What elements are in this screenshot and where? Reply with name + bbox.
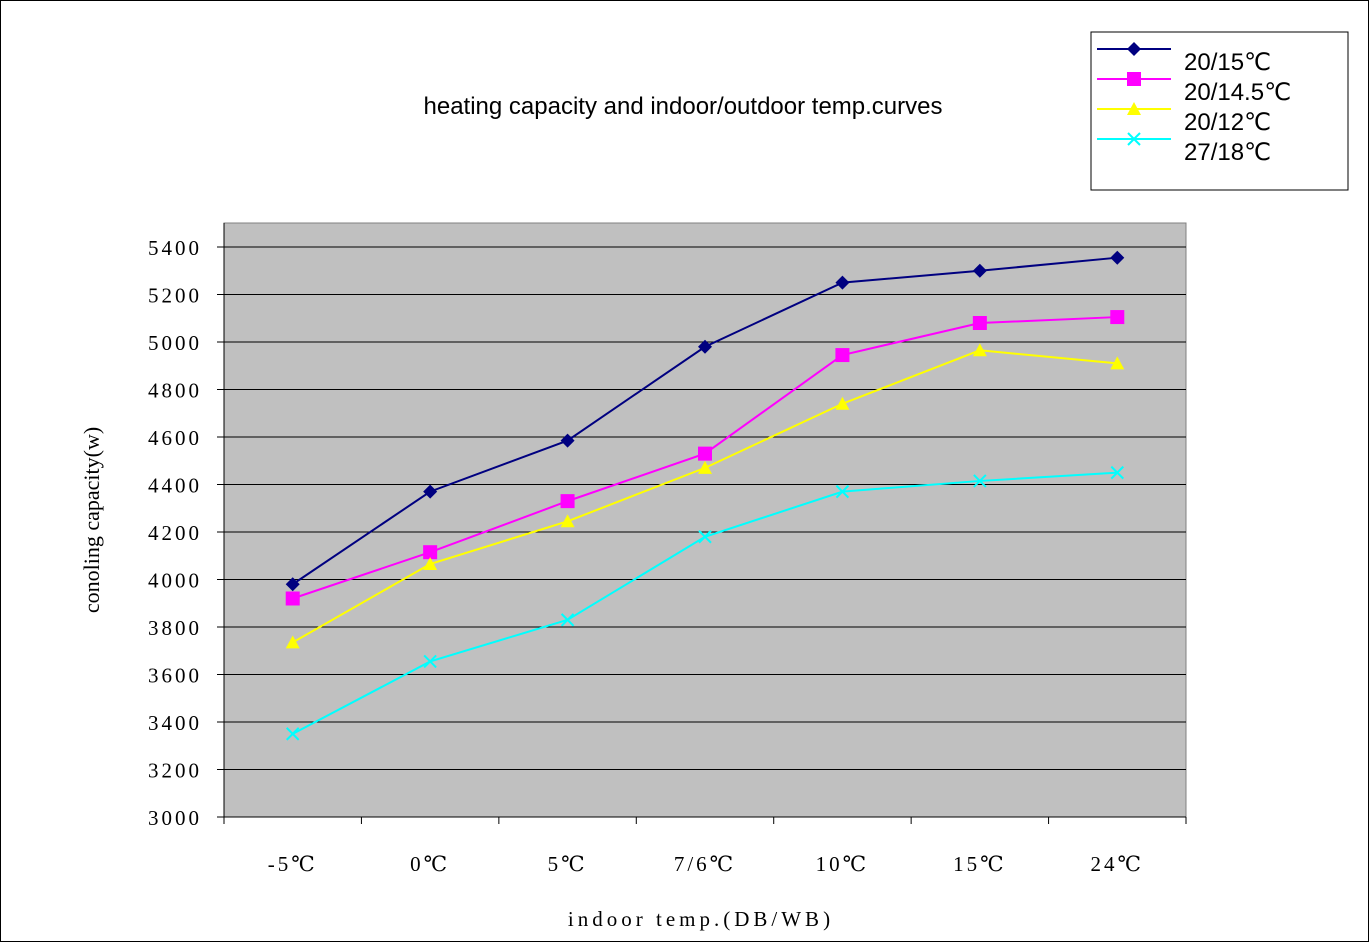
chart-title: heating capacity and indoor/outdoor temp… (424, 93, 943, 120)
series-1 (285, 250, 1125, 592)
x-tick-label: 7/6℃ (674, 852, 736, 876)
point-marker (423, 545, 438, 560)
marker-stroke (698, 530, 712, 544)
point-marker (972, 343, 987, 357)
legend-item: 20/14.5℃ (1097, 72, 1291, 106)
legend-item: 20/12℃ (1097, 102, 1271, 136)
y-tick-label: 4200 (148, 521, 202, 545)
x-tick-label: 10℃ (816, 852, 870, 876)
y-tick-label: 4400 (148, 474, 202, 498)
legend-label: 20/12℃ (1184, 109, 1271, 136)
series-2 (285, 310, 1125, 606)
point-marker (1110, 356, 1125, 370)
point-marker (1110, 250, 1125, 265)
x-tick-label: 24℃ (1091, 852, 1145, 876)
marker-stroke (1127, 132, 1141, 146)
point-marker (423, 484, 438, 499)
x-tick-label: 15℃ (953, 852, 1007, 876)
point-marker (835, 484, 850, 499)
y-tick-label: 3600 (148, 664, 202, 688)
point-marker (973, 474, 987, 488)
y-tick-label: 5400 (148, 236, 202, 260)
point-marker (1127, 72, 1141, 86)
axes (217, 223, 1187, 824)
point-marker (972, 316, 987, 330)
y-tick-label: 5000 (148, 331, 202, 355)
y-axis-label: conoling capacity(w) (79, 427, 104, 613)
y-tick-label: 4000 (148, 569, 202, 593)
y-tick-label: 3000 (148, 806, 202, 830)
legend-label: 20/14.5℃ (1184, 79, 1291, 106)
point-marker (698, 530, 712, 544)
marker-stroke (560, 613, 575, 627)
marker-stroke (286, 727, 300, 741)
point-marker (423, 557, 438, 571)
plot-area (223, 222, 1187, 818)
point-marker (1127, 102, 1141, 115)
x-tick-labels: -5℃ 0℃ 5℃ 7/6℃ 10℃ 15℃ 24℃ (268, 852, 1145, 876)
legend-item: 20/15℃ (1097, 42, 1271, 76)
point-marker (698, 460, 712, 474)
point-marker (560, 494, 575, 509)
series-lines (285, 250, 1125, 741)
point-marker (285, 577, 300, 592)
y-tick-label: 3800 (148, 616, 202, 640)
legend: 20/15℃ 20/14.5℃ 20/12℃ 27/18℃ (1090, 31, 1349, 191)
point-marker (698, 446, 712, 461)
point-marker (286, 727, 300, 741)
marker-stroke (973, 474, 987, 488)
point-marker (1127, 42, 1141, 56)
y-tick-label: 3200 (148, 759, 202, 783)
x-axis-label: indoor temp.(DB/WB) (568, 907, 834, 931)
y-tick-labels: 3000 3200 3400 3600 3800 4000 4200 4400 4600 4800… (148, 236, 202, 830)
point-marker (1127, 132, 1141, 146)
point-marker (972, 263, 987, 278)
y-tick-label: 5200 (148, 284, 202, 308)
point-marker (1110, 310, 1125, 325)
legend-label: 27/18℃ (1184, 139, 1271, 166)
point-marker (560, 613, 575, 627)
x-tick-label: 5℃ (548, 852, 588, 876)
point-marker (835, 348, 850, 363)
legend-item: 27/18℃ (1097, 132, 1271, 166)
x-tick-label: 0℃ (410, 852, 450, 876)
point-marker (698, 339, 712, 354)
point-marker (560, 514, 575, 528)
series-3 (285, 343, 1125, 649)
y-tick-label: 4600 (148, 426, 202, 450)
point-marker (835, 396, 850, 410)
marker-stroke (835, 484, 850, 499)
legend-label: 20/15℃ (1184, 49, 1271, 76)
marker-stroke (1110, 465, 1124, 480)
x-tick-label: -5℃ (268, 852, 318, 876)
y-tick-label: 4800 (148, 379, 202, 403)
point-marker (1110, 465, 1124, 480)
marker-stroke (423, 654, 437, 669)
y-tick-label: 3400 (148, 711, 202, 735)
series-4 (286, 465, 1124, 741)
point-marker (285, 635, 300, 649)
gridlines (224, 246, 1186, 770)
point-marker (560, 433, 575, 448)
point-marker (835, 275, 850, 290)
point-marker (285, 591, 300, 606)
point-marker (423, 654, 437, 669)
